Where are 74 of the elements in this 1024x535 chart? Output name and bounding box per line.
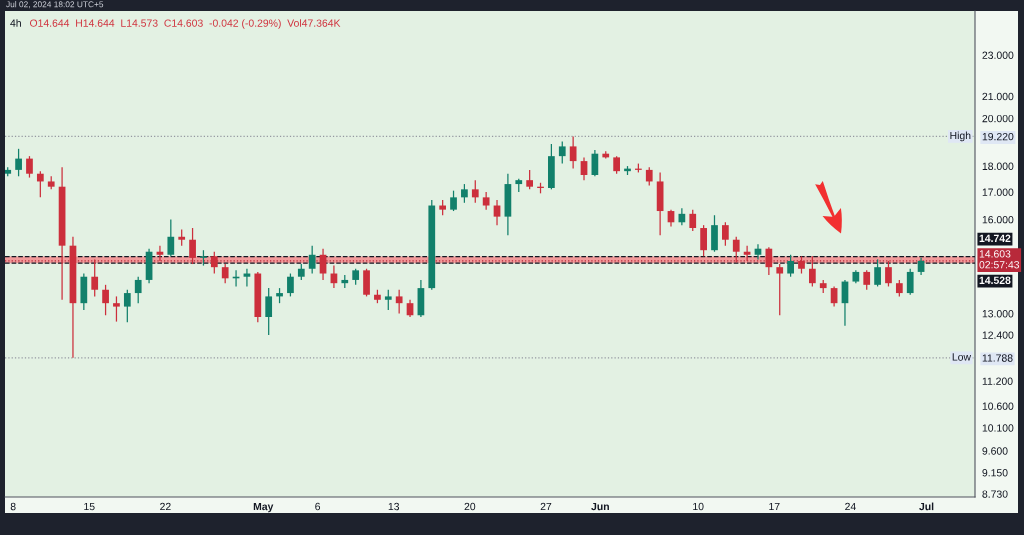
candlestick (461, 183, 468, 204)
x-tick-label: 17 (769, 502, 780, 511)
y-tick-label: 19.220 (982, 132, 1014, 141)
candlestick (91, 258, 99, 298)
candlestick (732, 236, 740, 264)
candlestick (885, 260, 892, 288)
candlestick (863, 269, 871, 291)
y-tick-label: 12.400 (982, 331, 1014, 339)
candlestick (450, 190, 457, 212)
candlestick (906, 268, 914, 296)
candlestick (102, 284, 109, 316)
x-tick-label: 6 (315, 502, 321, 511)
ref-line-label: 14.603 02:57:43 (979, 250, 1020, 269)
candlestick (558, 140, 566, 165)
candlestick (787, 254, 794, 278)
y-tick-label: 13.000 (982, 310, 1014, 318)
y-tick-label: 17.000 (982, 188, 1014, 196)
x-tick-label: 10 (693, 502, 704, 511)
x-tick-label: Jul (919, 502, 934, 511)
candlestick (874, 258, 881, 288)
y-tick-label: 23.000 (982, 51, 1014, 59)
candlestick (319, 248, 327, 281)
candlestick (287, 272, 294, 298)
candlestick (26, 155, 33, 179)
candlestick (113, 295, 120, 323)
y-tick-label: 9.600 (982, 447, 1008, 455)
x-tick-label: 8 (10, 502, 16, 511)
candlestick (189, 227, 196, 265)
candlestick (776, 263, 784, 316)
candlestick (221, 263, 229, 284)
y-tick-label: 18.000 (982, 162, 1014, 170)
y-tick-label: 10.100 (982, 424, 1014, 432)
candlestick (15, 148, 22, 177)
x-tick-label: 27 (540, 502, 552, 511)
y-tick-label: 21.000 (982, 92, 1014, 101)
candlestick (700, 224, 707, 257)
y-tick-label: 11.788 (982, 354, 1013, 362)
candlestick (645, 166, 653, 187)
candlestick (721, 221, 729, 247)
candlestick (167, 218, 175, 257)
candlestick (689, 209, 697, 232)
candlestick (808, 255, 816, 288)
x-tick-label: May (253, 502, 274, 513)
y-tick-label: 20.000 (982, 114, 1014, 123)
candlestick (471, 179, 479, 204)
candlestick (395, 289, 403, 315)
candlestick (36, 170, 44, 198)
candlestick (134, 276, 142, 304)
x-tick-label: 13 (388, 502, 400, 511)
candlestick (210, 251, 218, 275)
y-tick-label: 11.200 (982, 377, 1013, 385)
ref-line-label: 14.528 (979, 276, 1011, 284)
candlestick (569, 135, 577, 170)
x-tick-label: 22 (160, 502, 171, 511)
candlestick (123, 289, 131, 323)
text: O14.644 H14.644 L14.573 C14.603 -0.042 (-0.29%) Vol47.364K (29, 19, 341, 29)
y-tick-label: 9.150 (982, 469, 1008, 477)
y-tick-label: 8.730 (982, 490, 1008, 498)
ref-line-label: 14.742 (979, 234, 1011, 242)
x-tick-label: 20 (464, 502, 476, 511)
x-tick-label: 15 (84, 502, 95, 511)
y-tick-label: 16.000 (982, 215, 1014, 224)
ref-line-label: Low (952, 353, 972, 361)
ref-line-label: High (950, 131, 971, 142)
x-tick-label: 24 (845, 502, 856, 511)
candlestick (308, 245, 316, 275)
x-tick-label: Jun (591, 502, 609, 511)
text: 4h (10, 19, 21, 27)
candlestick (526, 169, 534, 190)
y-tick-label: 10.600 (982, 402, 1014, 410)
candlestick (384, 289, 392, 311)
text: Jul 02, 2024 18:02 UTC+5 (6, 1, 104, 9)
candlestick (765, 246, 773, 276)
candlestick (265, 287, 273, 336)
